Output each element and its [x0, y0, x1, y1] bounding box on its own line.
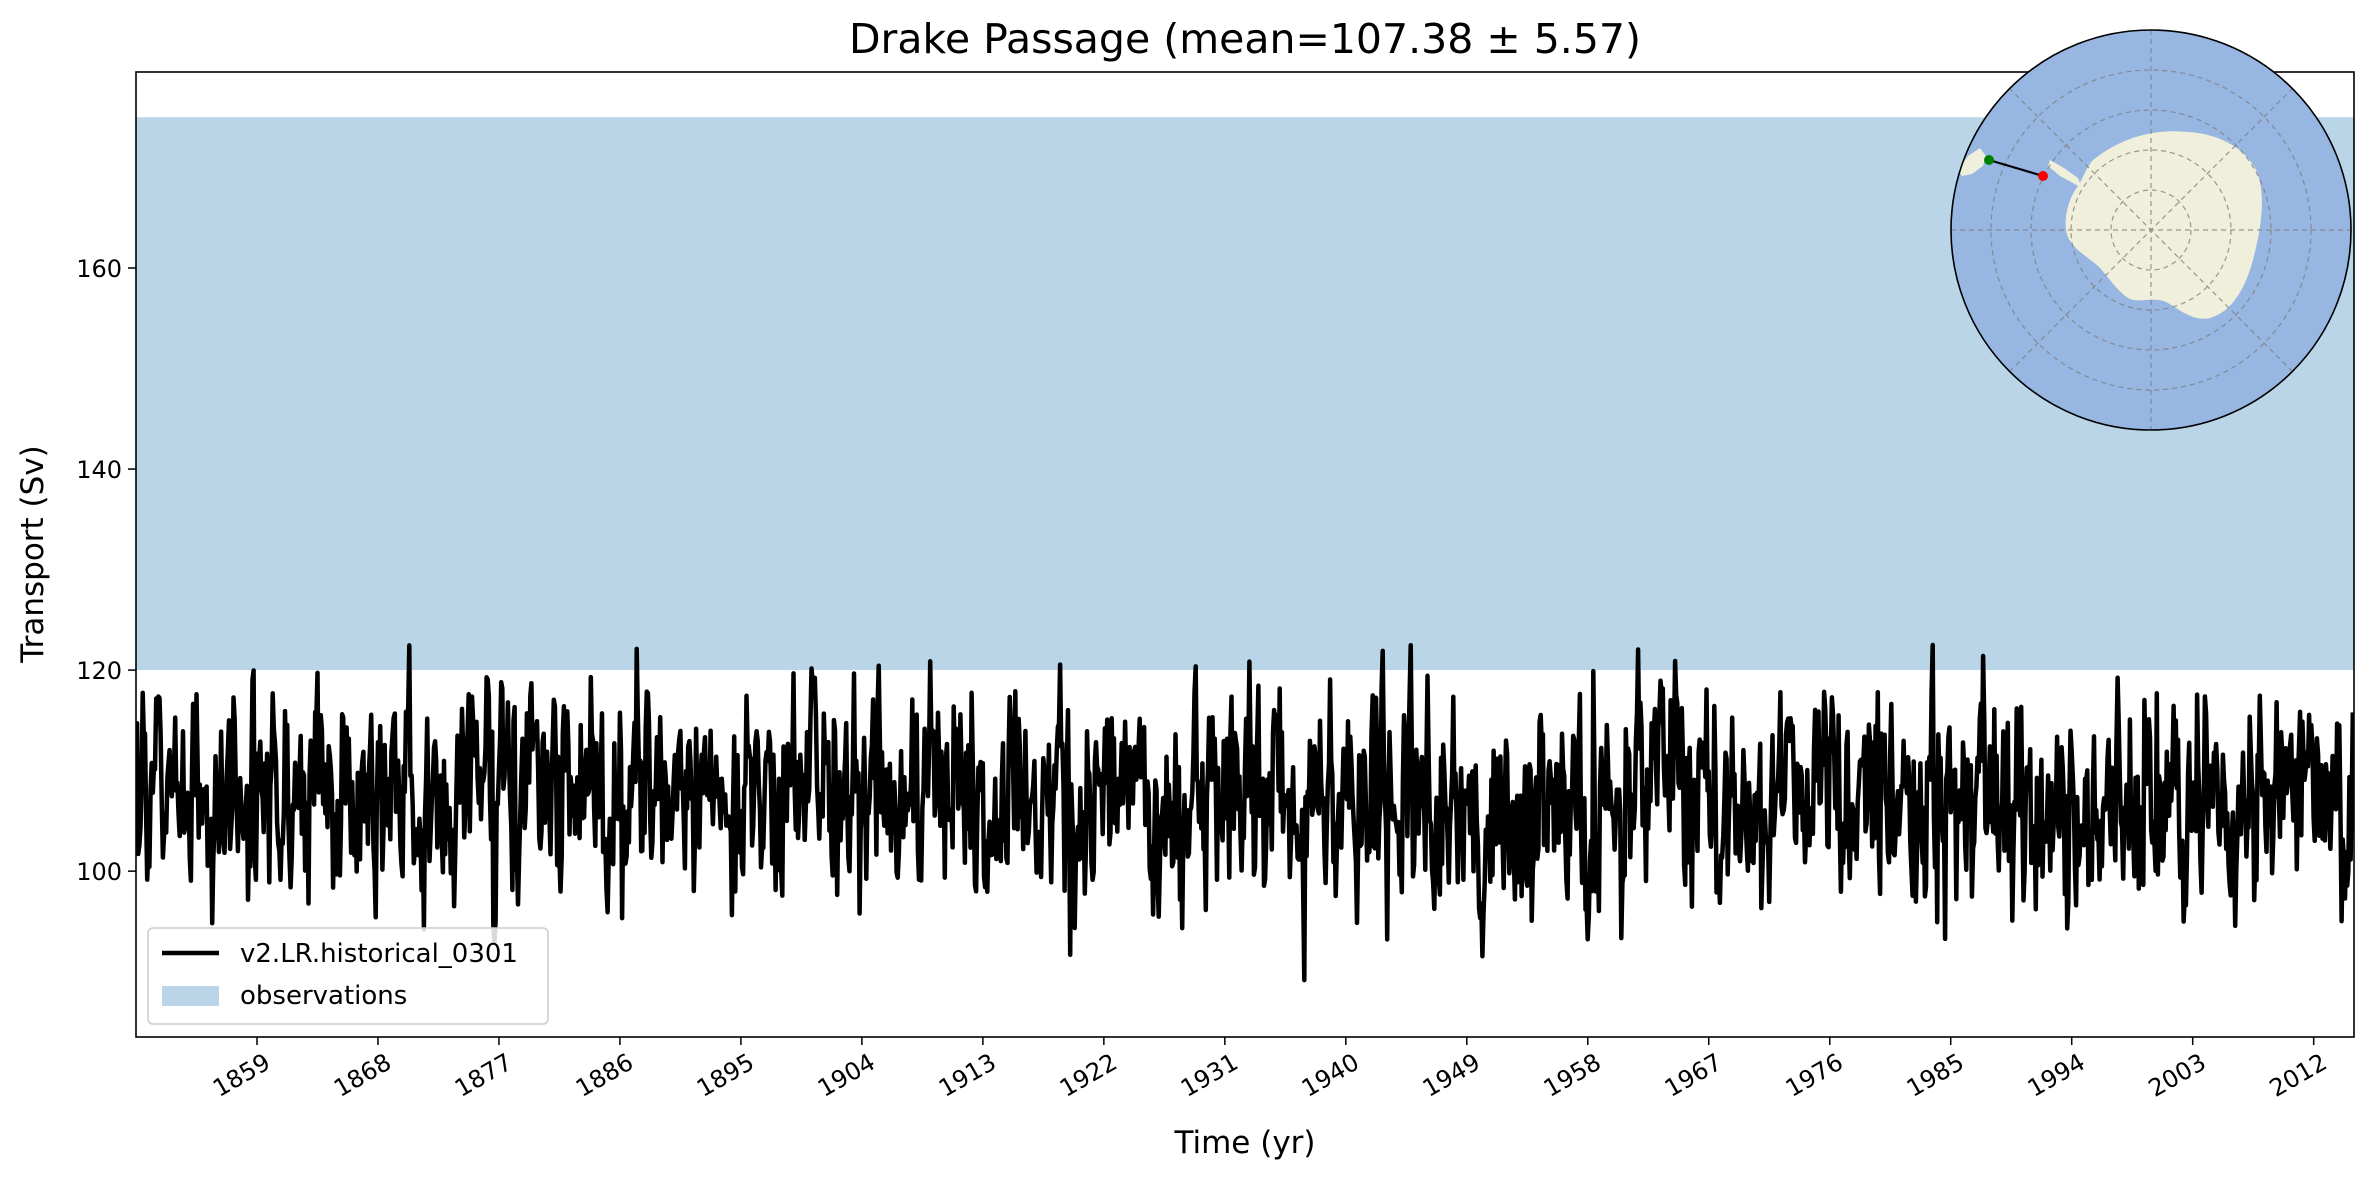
- legend-label-observations: observations: [240, 981, 407, 1011]
- y-tick-label: 100: [76, 858, 122, 886]
- map-south-america: [1958, 148, 1986, 176]
- x-tick-label: 1985: [1902, 1048, 1969, 1103]
- x-tick-label: 1904: [813, 1048, 880, 1103]
- series-line: [136, 642, 2354, 983]
- section-line: [1988, 158, 2044, 178]
- x-tick-label: 1859: [208, 1048, 275, 1103]
- section-start-marker: [1984, 155, 1994, 165]
- y-tick-label: 120: [76, 657, 122, 685]
- chart-title: Drake Passage (mean=107.38 ± 5.57): [849, 15, 1641, 63]
- x-tick-label: 1886: [571, 1048, 638, 1103]
- legend-box: [147, 927, 549, 1025]
- y-axis: 100 120 140 160: [76, 255, 136, 886]
- x-tick-label: 1940: [1297, 1048, 1364, 1103]
- x-tick-label: 1931: [1176, 1048, 1243, 1103]
- x-tick-label: 1958: [1539, 1048, 1606, 1103]
- map-antarctica: [2048, 131, 2262, 319]
- x-tick-label: 1895: [692, 1048, 759, 1103]
- x-tick-label: 1913: [934, 1048, 1001, 1103]
- y-tick-label: 160: [76, 255, 122, 283]
- x-tick-label: 2003: [2144, 1048, 2211, 1103]
- x-tick-label: 1967: [1660, 1048, 1727, 1103]
- map-border: [1950, 29, 2352, 431]
- legend-swatch-observations: [162, 986, 219, 1006]
- legend: v2.LR.historical_0301 observations: [147, 927, 549, 1025]
- plot-frame: [135, 71, 2355, 1038]
- x-tick-label: 1976: [1781, 1048, 1848, 1103]
- map-graticule: [1951, 30, 2351, 430]
- x-tick-label: 1949: [1418, 1048, 1485, 1103]
- y-tick-label: 140: [76, 456, 122, 484]
- inset-map: [1950, 29, 2352, 431]
- x-tick-label: 1877: [450, 1048, 517, 1103]
- section-end-marker: [2038, 171, 2048, 181]
- legend-label-series: v2.LR.historical_0301: [240, 939, 518, 969]
- x-tick-label: 1994: [2023, 1048, 2090, 1103]
- y-axis-label: Transport (Sv): [15, 445, 51, 664]
- x-tick-label: 1868: [329, 1048, 396, 1103]
- x-axis: 1859 1868 1877 1886 1895 1904 1913 1922 1931 1940…: [208, 1037, 2332, 1103]
- x-tick-label: 1922: [1055, 1048, 1122, 1103]
- x-tick-label: 2012: [2265, 1048, 2332, 1103]
- x-axis-label: Time (yr): [1174, 1125, 1316, 1161]
